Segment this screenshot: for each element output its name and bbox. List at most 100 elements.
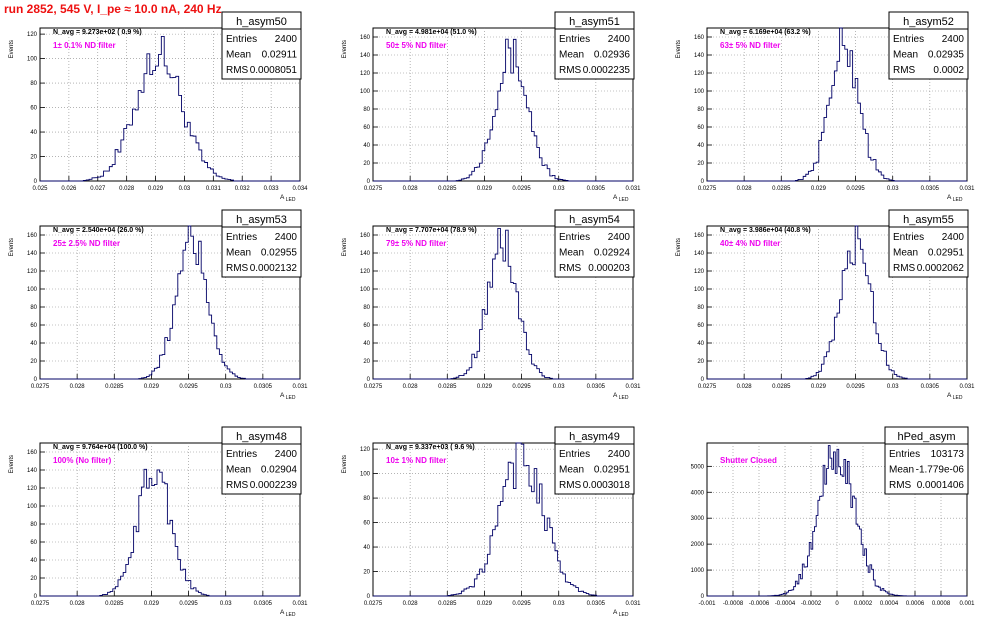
x-tick-label: 0.0305 — [587, 384, 606, 390]
stats-key-entries: Entries — [889, 449, 920, 460]
y-tick-label: 60 — [363, 125, 370, 131]
stats-box — [888, 11, 969, 80]
histogram-line — [40, 225, 300, 380]
stats-key-rms: RMS — [893, 263, 916, 274]
x-tick-label: 0.028 — [403, 384, 419, 390]
stats-key-rms: RMS — [889, 480, 912, 491]
x-tick-label: 0.029 — [811, 384, 827, 390]
stats-key-entries: Entries — [559, 449, 590, 460]
x-tick-label: 0.0295 — [179, 601, 198, 607]
histogram-panel-h_asym52: 0.0275 0.028 0.0285 0.029 0.0295 0.03 0.0305 0.… — [676, 11, 975, 203]
x-tick-label: 0 — [835, 601, 839, 607]
x-tick-label: 0.0285 — [772, 186, 791, 192]
histogram-panel-h_asym50: 0.025 0.026 0.027 0.028 0.029 0.03 0.031 0.032 0… — [9, 11, 308, 203]
y-tick-label: 80 — [30, 81, 37, 87]
histogram-panel-h_asym53: 0.0275 0.028 0.0285 0.029 0.0295 0.03 0.0305 0.… — [9, 209, 308, 401]
histogram-panel-h_asym48: 0.0275 0.028 0.0285 0.029 0.0295 0.03 0.0305 0.… — [9, 426, 308, 618]
y-tick-label: 100 — [694, 287, 705, 293]
y-tick-label: 140 — [360, 53, 371, 59]
y-tick-label: 60 — [363, 323, 370, 329]
filter-label: 25± 2.5% ND filter — [53, 239, 120, 248]
y-tick-label: 80 — [30, 522, 37, 528]
x-tick-label: 0.026 — [61, 186, 77, 192]
x-tick-label: -0.001 — [698, 601, 716, 607]
plot-frame — [372, 27, 634, 182]
histogram-name: h_asym50 — [236, 16, 287, 28]
x-tick-label: 0.0285 — [438, 384, 457, 390]
x-tick-label: 0.0305 — [587, 186, 606, 192]
y-tick-label: 140 — [27, 251, 38, 257]
histogram-line — [373, 442, 633, 597]
histogram-name: h_asym55 — [903, 214, 954, 226]
x-tick-label: 0.028 — [70, 384, 86, 390]
y-axis-label: Events — [342, 455, 348, 473]
x-tick-label: 0.028 — [737, 384, 753, 390]
stats-value-entries: 2400 — [942, 34, 965, 45]
stats-key-entries: Entries — [226, 449, 257, 460]
y-tick-label: 0 — [701, 179, 705, 185]
x-tick-label: 0.031 — [625, 186, 641, 192]
stats-key-mean: Mean — [893, 248, 918, 259]
x-tick-label: 0.0275 — [364, 601, 383, 607]
y-tick-label: 100 — [27, 57, 38, 63]
plot-frame — [372, 225, 634, 380]
stats-value-mean: 0.02935 — [928, 50, 965, 61]
histogram-line — [373, 227, 633, 380]
y-tick-label: 20 — [363, 359, 370, 365]
stats-value-mean: 0.02936 — [594, 50, 631, 61]
x-tick-label: 0.0275 — [31, 384, 50, 390]
histogram-name: hPed_asym — [897, 431, 955, 443]
histogram-panel-h_asym54: 0.0275 0.028 0.0285 0.029 0.0295 0.03 0.0305 0.… — [342, 209, 641, 401]
y-tick-label: 100 — [27, 287, 38, 293]
navg-label: N_avg = 9.337e+03 ( 9.6 %) — [386, 444, 475, 451]
y-tick-label: 5000 — [691, 464, 705, 470]
stats-key-entries: Entries — [893, 232, 924, 243]
plot-frame — [372, 442, 634, 597]
y-axis-label: Events — [342, 238, 348, 256]
x-tick-label: -0.0002 — [801, 601, 822, 607]
y-tick-label: 80 — [30, 305, 37, 311]
x-tick-label: 0.0305 — [921, 384, 940, 390]
histogram-line — [707, 27, 967, 182]
y-tick-label: 160 — [27, 233, 38, 239]
x-tick-label: 0.029 — [477, 384, 493, 390]
y-axis-label: Events — [676, 40, 682, 58]
x-tick-label: 0.03 — [179, 186, 191, 192]
x-axis-label: A LED — [280, 194, 296, 203]
x-tick-label: 0.028 — [119, 186, 135, 192]
y-tick-label: 80 — [363, 107, 370, 113]
y-tick-label: 0 — [367, 179, 371, 185]
stats-value-mean: 0.02955 — [261, 248, 298, 259]
x-tick-label: 0.03 — [887, 384, 899, 390]
stats-value-rms: 0.0002 — [933, 65, 964, 76]
stats-key-rms: RMS — [893, 65, 916, 76]
stats-key-entries: Entries — [226, 34, 257, 45]
filter-label: 100% (No filter) — [53, 456, 112, 465]
x-tick-label: 0.0004 — [880, 601, 899, 607]
y-tick-label: 80 — [697, 305, 704, 311]
y-tick-label: 100 — [360, 287, 371, 293]
stats-key-mean: Mean — [559, 465, 584, 476]
x-tick-label: 0.0275 — [31, 601, 50, 607]
stats-value-rms: 0.000203 — [588, 263, 630, 274]
stats-key-mean: Mean — [893, 50, 918, 61]
x-tick-label: 0.0285 — [105, 601, 124, 607]
x-tick-label: 0.0285 — [105, 384, 124, 390]
histogram-panel-h_asym49: 0.0275 0.028 0.0285 0.029 0.0295 0.03 0.0305 0.… — [342, 426, 641, 618]
filter-label: 40± 4% ND filter — [720, 239, 780, 248]
x-tick-label: 0.027 — [90, 186, 106, 192]
y-tick-label: 20 — [30, 155, 37, 161]
x-tick-label: 0.001 — [959, 601, 975, 607]
stats-value-rms: 0.0002062 — [917, 263, 965, 274]
x-tick-label: 0.03 — [553, 601, 565, 607]
x-tick-label: 0.0295 — [512, 601, 531, 607]
stats-value-mean: 0.02951 — [594, 465, 631, 476]
x-tick-label: 0.0006 — [906, 601, 925, 607]
stats-value-entries: 2400 — [275, 34, 298, 45]
histogram-line — [40, 36, 300, 182]
y-tick-label: 40 — [697, 143, 704, 149]
x-axis-label: A LED — [280, 609, 296, 618]
plot-frame — [39, 225, 301, 380]
stats-value-mean: 0.02951 — [928, 248, 965, 259]
